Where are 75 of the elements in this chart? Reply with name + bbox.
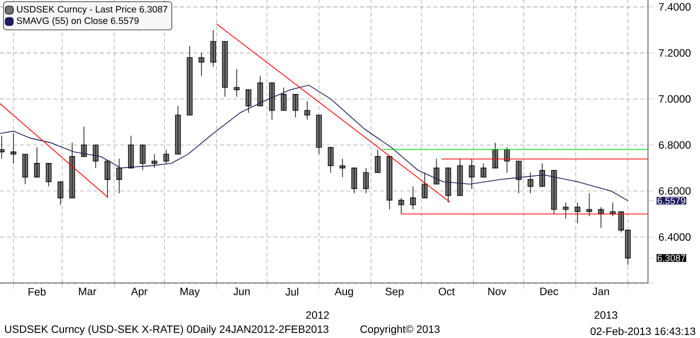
y-tick-label: 6.6000 (658, 187, 691, 195)
candlestick (128, 135, 134, 168)
candlestick (116, 158, 122, 194)
candlestick (22, 154, 28, 184)
candlestick (34, 146, 40, 178)
y-tick-label: 7.0000 (658, 95, 691, 103)
candlestick (58, 181, 64, 206)
candlestick (316, 114, 322, 155)
text: 02-Feb-2013 16:43:13 (590, 327, 696, 336)
candlestick (434, 158, 440, 184)
candlestick (386, 156, 392, 210)
x-tick-label: Jun (233, 288, 250, 296)
candlestick (198, 52, 204, 76)
x-tick-label: May (180, 288, 200, 298)
candlestick (0, 135, 5, 160)
x-tick-label: Mar (79, 288, 96, 296)
x-tick-label: Jan (592, 288, 609, 296)
line-series (0, 84, 628, 202)
x-tick-label: Aug (334, 288, 353, 298)
candlestick (328, 146, 334, 173)
candlestick (163, 149, 170, 164)
candlestick (504, 146, 510, 173)
x-tick-label: Sep (386, 288, 404, 298)
candlestick (246, 89, 252, 114)
y-tick-label: 6.5579 (658, 197, 686, 204)
candlestick (363, 168, 369, 194)
candlestick (140, 144, 146, 171)
candlestick (468, 158, 475, 190)
candlestick (457, 158, 463, 196)
y-tick-label: 7.4000 (658, 3, 691, 11)
y-tick-label: 6.8000 (658, 141, 691, 149)
x-tick-label: Nov (488, 288, 506, 296)
y-tick-label: 6.3087 (658, 254, 686, 262)
x-tick-label: Dec (540, 288, 558, 296)
x-tick-label: Oct (438, 288, 455, 296)
candlestick (292, 94, 298, 118)
candlestick (222, 41, 228, 97)
candlestick (374, 149, 381, 173)
candlestick (10, 133, 16, 164)
candlestick (234, 68, 240, 97)
candlestick (516, 160, 522, 194)
x-tick-label: Apr (131, 288, 148, 298)
text: Copyright© 2013 (360, 325, 440, 336)
candlestick (562, 202, 569, 219)
candlestick (398, 198, 404, 214)
text: 2012 (306, 311, 329, 319)
x-tick-label: Feb (28, 288, 46, 296)
candlestick (340, 158, 346, 178)
candlestick (69, 142, 76, 198)
candlestick (280, 87, 287, 111)
candlestick (445, 168, 452, 203)
candlestick (351, 168, 358, 194)
candlestick (304, 100, 310, 120)
candlestick (104, 160, 110, 198)
candlestick (551, 170, 557, 214)
candlestick (210, 30, 216, 68)
y-tick-label: 7.2000 (658, 49, 691, 57)
candlestick (528, 172, 534, 194)
candlestick (186, 46, 193, 116)
text: USDSEK Curncy (USD-SEK X-RATE) 0Daily 24JAN2012-2FEB2013 (5, 325, 328, 336)
candlestick (81, 126, 87, 157)
candlestick (175, 106, 181, 155)
legend-label: USDSEK Curncy - Last Price 6.3087 (17, 6, 168, 14)
candlestick (480, 163, 486, 178)
candlestick (269, 82, 275, 120)
text: 2013 (594, 311, 618, 319)
candlestick (152, 154, 158, 168)
candlestick (410, 186, 416, 210)
candlestick (46, 163, 52, 187)
y-tick-label: 6.4000 (658, 233, 691, 241)
candlestick (92, 144, 99, 168)
candlestick (574, 202, 580, 224)
x-tick-label: Jul (285, 288, 298, 296)
legend-label: SMAVG (55) on Close 6.5579 (16, 17, 139, 26)
candlestick (586, 192, 592, 217)
